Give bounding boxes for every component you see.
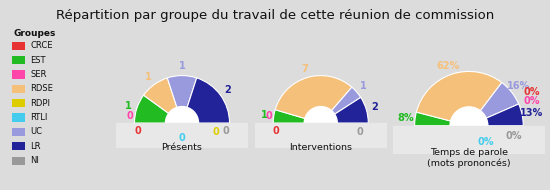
Text: 0%: 0% <box>505 131 522 141</box>
Text: LR: LR <box>30 142 41 151</box>
Text: Temps de parole
(mots prononcés): Temps de parole (mots prononcés) <box>427 148 511 168</box>
Text: NI: NI <box>30 156 39 165</box>
Text: 0%: 0% <box>523 87 540 97</box>
Text: RDPI: RDPI <box>30 99 51 108</box>
Text: 1: 1 <box>145 72 152 82</box>
Wedge shape <box>415 112 469 126</box>
Text: Groupes: Groupes <box>14 29 56 38</box>
Wedge shape <box>135 95 182 123</box>
Bar <box>255 123 387 148</box>
Wedge shape <box>144 78 182 123</box>
Text: 0: 0 <box>212 127 219 137</box>
Bar <box>12 85 25 93</box>
Bar <box>12 70 25 78</box>
Text: 1: 1 <box>179 62 185 71</box>
Text: 0: 0 <box>273 126 279 135</box>
Text: 0: 0 <box>222 126 229 135</box>
Wedge shape <box>321 87 361 123</box>
Text: SER: SER <box>30 70 47 79</box>
Text: 0: 0 <box>266 111 272 121</box>
Circle shape <box>450 107 488 145</box>
Text: 8%: 8% <box>398 113 414 123</box>
Text: 7: 7 <box>301 64 308 74</box>
Text: 0%: 0% <box>477 137 494 147</box>
Text: 0: 0 <box>134 126 141 135</box>
Bar <box>12 113 25 122</box>
Text: 13%: 13% <box>520 108 543 118</box>
Text: 2: 2 <box>224 85 231 95</box>
Bar <box>116 123 248 148</box>
Wedge shape <box>469 104 523 126</box>
Wedge shape <box>273 110 321 123</box>
Bar <box>12 42 25 50</box>
Text: 1: 1 <box>125 101 131 111</box>
Bar <box>393 126 544 154</box>
Text: 1: 1 <box>360 81 367 91</box>
Wedge shape <box>167 76 197 123</box>
Text: UC: UC <box>30 127 42 136</box>
Wedge shape <box>469 82 519 126</box>
Text: 0: 0 <box>127 111 134 121</box>
Wedge shape <box>321 97 368 123</box>
Text: EST: EST <box>30 55 46 65</box>
Text: Interventions: Interventions <box>289 143 352 152</box>
Bar <box>12 56 25 64</box>
Text: RDSE: RDSE <box>30 84 53 93</box>
Text: 2: 2 <box>372 102 378 112</box>
Text: 16%: 16% <box>508 81 531 91</box>
Bar <box>12 99 25 107</box>
Text: 0: 0 <box>356 127 364 137</box>
Text: Présents: Présents <box>162 143 202 152</box>
Bar <box>12 128 25 136</box>
Bar <box>12 157 25 165</box>
Text: Répartition par groupe du travail de cette réunion de commission: Répartition par groupe du travail de cet… <box>56 10 494 22</box>
Text: RTLI: RTLI <box>30 113 48 122</box>
Circle shape <box>166 107 199 140</box>
Text: 0%: 0% <box>523 96 540 106</box>
Wedge shape <box>182 78 229 123</box>
Wedge shape <box>275 76 352 123</box>
Bar <box>12 142 25 150</box>
Text: 1: 1 <box>261 110 268 120</box>
Circle shape <box>304 107 337 140</box>
Text: 0: 0 <box>179 133 185 142</box>
Text: CRCE: CRCE <box>30 41 53 50</box>
Text: 62%: 62% <box>437 60 460 70</box>
Wedge shape <box>416 71 502 126</box>
